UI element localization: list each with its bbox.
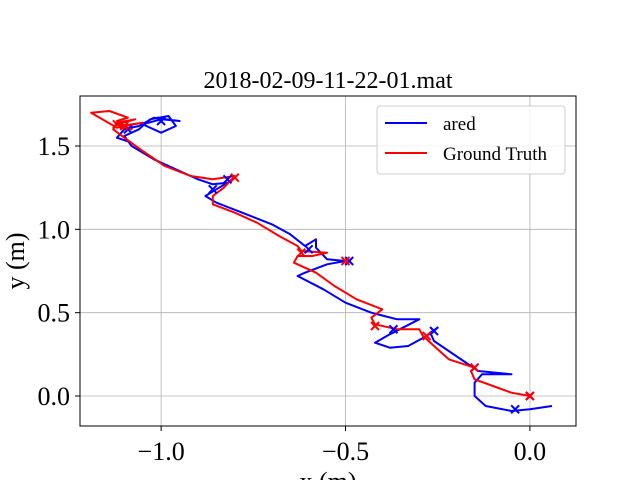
x-tick-label: −1.0 <box>138 437 185 466</box>
y-tick-label: 1.5 <box>38 132 71 161</box>
axis-ticks: −1.0 −0.5 0.0 0.0 0.5 1.0 1.5 <box>38 132 547 466</box>
legend-label-ground-truth: Ground Truth <box>443 144 547 165</box>
series-1-x-marker <box>230 172 240 183</box>
series-0-x-marker <box>344 256 354 266</box>
y-tick-label: 0.0 <box>38 382 71 411</box>
legend-label-ared: ared <box>443 114 476 135</box>
x-axis-label: x (m) <box>299 467 356 480</box>
x-tick-label: −0.5 <box>322 437 369 466</box>
series-0-x-marker <box>429 326 439 336</box>
series-line-0 <box>115 115 553 412</box>
series-1-x-marker <box>296 247 306 258</box>
series-0-x-marker <box>303 244 314 255</box>
series-1-x-marker <box>469 362 480 373</box>
series-1-x-marker <box>119 121 129 131</box>
series-1-x-marker <box>112 119 122 130</box>
series-1-x-marker <box>340 256 351 266</box>
series-1-x-marker <box>370 321 380 331</box>
y-axis-label: y (m) <box>1 232 30 289</box>
series-layer <box>90 110 553 415</box>
y-tick-label: 1.0 <box>38 215 71 244</box>
legend: ared Ground Truth <box>376 105 566 175</box>
series-0-x-marker <box>156 116 166 126</box>
plot-frame <box>79 95 577 427</box>
y-tick-label: 0.5 <box>38 299 71 328</box>
series-0-x-marker <box>222 174 233 185</box>
series-0-x-marker <box>510 404 520 415</box>
series-0-x-marker <box>208 184 218 195</box>
x-tick-label: 0.0 <box>514 437 547 466</box>
series-1-x-marker <box>525 391 535 401</box>
chart-title: 2018-02-09-11-22-01.mat <box>203 68 452 94</box>
series-1-x-marker <box>421 331 432 341</box>
series-0-x-marker <box>388 324 399 335</box>
